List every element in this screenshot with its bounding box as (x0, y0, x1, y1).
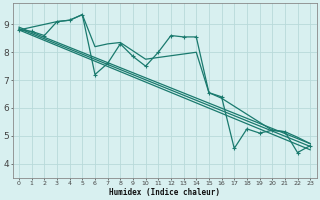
X-axis label: Humidex (Indice chaleur): Humidex (Indice chaleur) (109, 188, 220, 197)
